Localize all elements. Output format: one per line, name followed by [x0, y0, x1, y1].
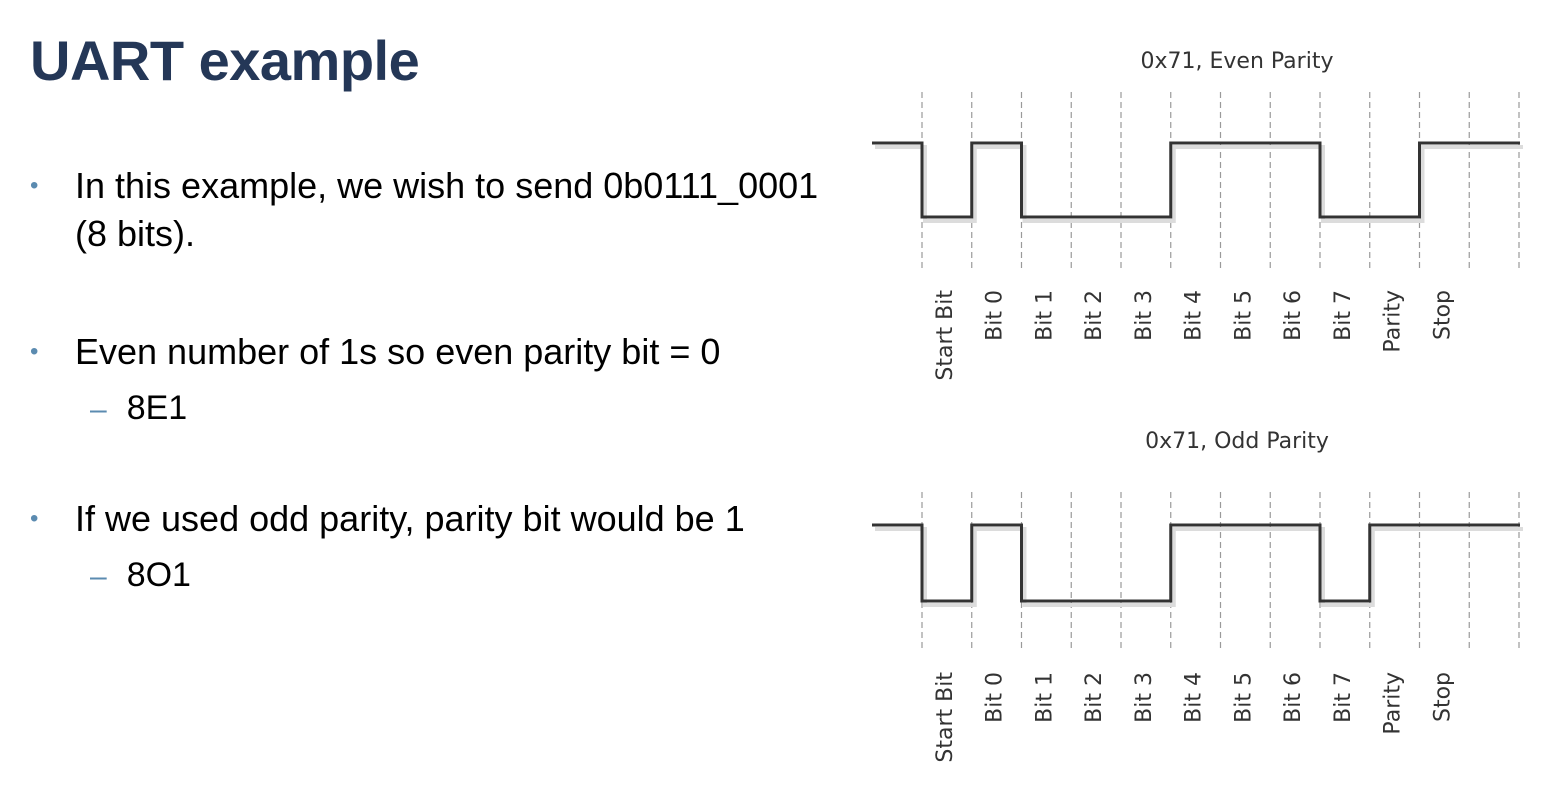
- bullet-item: • If we used odd parity, parity bit woul…: [30, 495, 850, 543]
- bit-label: Bit 1: [1032, 672, 1057, 723]
- bit-label: Bit 2: [1082, 672, 1107, 723]
- bit-label: Bit 0: [983, 290, 1008, 341]
- bit-label: Bit 1: [1032, 290, 1057, 341]
- sub-bullet-text: 8O1: [126, 556, 191, 594]
- bullet-item: • Even number of 1s so even parity bit =…: [30, 328, 850, 376]
- bit-label: Start Bit: [933, 672, 958, 763]
- bit-label: Bit 4: [1182, 672, 1207, 723]
- diagram-title: 0x71, Odd Parity: [1145, 429, 1329, 454]
- waveform-shadow: [875, 145, 1523, 223]
- sub-bullet-item: –8O1: [90, 553, 191, 599]
- bullet-marker: •: [30, 172, 39, 199]
- bit-label: Stop: [1430, 672, 1455, 722]
- bit-label: Bit 3: [1132, 672, 1157, 723]
- waveform-line: [872, 523, 1520, 603]
- bit-label: Bit 7: [1331, 672, 1356, 723]
- bit-label: Start Bit: [933, 290, 958, 381]
- bit-label: Bit 0: [983, 672, 1008, 723]
- sub-bullet-text: 8E1: [126, 389, 188, 427]
- bit-label: Bit 3: [1132, 290, 1157, 341]
- sub-bullet-marker: –: [90, 393, 107, 426]
- bit-label: Bit 6: [1281, 672, 1306, 723]
- bullet-text: In this example, we wish to send 0b0111_…: [75, 165, 819, 254]
- bit-label: Stop: [1430, 290, 1455, 340]
- sub-bullet-item: –8E1: [90, 386, 187, 432]
- bit-label: Bit 2: [1082, 290, 1107, 341]
- sub-bullet-marker: –: [90, 560, 107, 593]
- bit-label: Bit 7: [1331, 290, 1356, 341]
- waveform-shadow: [875, 527, 1523, 607]
- diagram-title: 0x71, Even Parity: [1141, 49, 1334, 74]
- slide-title: UART example: [30, 29, 420, 92]
- bit-label: Parity: [1381, 672, 1406, 735]
- bullet-text: Even number of 1s so even parity bit = 0: [75, 331, 721, 372]
- bit-label: Bit 4: [1182, 290, 1207, 341]
- bit-label: Parity: [1381, 290, 1406, 353]
- bit-label: Bit 5: [1231, 290, 1256, 341]
- bullet-marker: •: [30, 505, 39, 532]
- bullet-text: If we used odd parity, parity bit would …: [75, 498, 745, 539]
- bullet-marker: •: [30, 338, 39, 365]
- bit-label: Bit 6: [1281, 290, 1306, 341]
- waveform-line: [872, 141, 1520, 219]
- bullet-item: • In this example, we wish to send 0b011…: [30, 162, 850, 258]
- bit-label: Bit 5: [1231, 672, 1256, 723]
